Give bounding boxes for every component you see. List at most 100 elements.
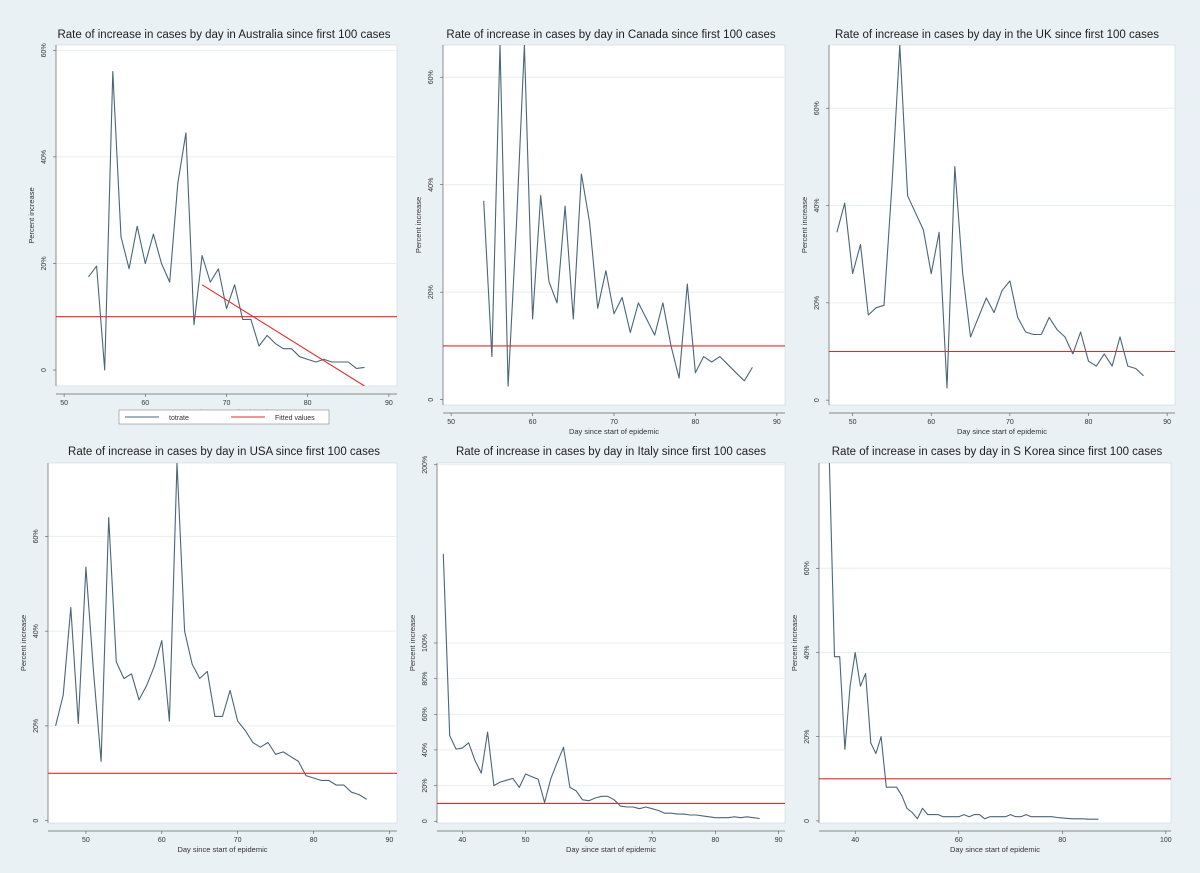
y-tick-label: 80% xyxy=(422,672,429,686)
y-tick-label: 60% xyxy=(41,43,48,57)
y-tick-label: 20% xyxy=(804,730,811,744)
chart-title: Rate of increase in cases by day in Cana… xyxy=(446,29,775,41)
y-tick-label: 0 xyxy=(422,819,429,823)
y-tick-label: 40% xyxy=(422,743,429,757)
x-tick-label: 60 xyxy=(927,419,935,426)
x-axis-title: Day since start of epidemic xyxy=(950,845,1040,854)
series-line-totrate xyxy=(442,553,760,820)
chart-title: Rate of increase in cases by day in the … xyxy=(835,29,1159,41)
x-axis-title: Day since start of epidemic xyxy=(566,845,656,854)
legend: totrate Fitted values xyxy=(118,409,330,425)
series-line-totrate xyxy=(55,463,367,800)
plot-marks xyxy=(437,553,785,820)
x-tick-label: 80 xyxy=(310,837,318,844)
y-tick-label: 40% xyxy=(804,645,811,659)
y-tick-label: 40% xyxy=(814,199,821,213)
y-tick-label: 60% xyxy=(428,70,435,84)
x-tick-label: 70 xyxy=(234,837,242,844)
x-tick-label: 60 xyxy=(141,400,149,407)
y-tick-label: 60% xyxy=(422,707,429,721)
chart-canada: Rate of increase in cases by day in Cana… xyxy=(414,29,786,436)
x-tick-label: 100 xyxy=(1160,837,1172,844)
y-tick-label: 60% xyxy=(814,101,821,115)
y-tick-label: 40% xyxy=(41,150,48,164)
chart-skorea: Rate of increase in cases by day in S Ko… xyxy=(790,446,1172,854)
y-tick-label: 0 xyxy=(804,819,811,823)
plot-marks xyxy=(56,71,397,386)
series-line-totrate xyxy=(828,463,1099,820)
y-tick-label: 0 xyxy=(814,398,821,402)
x-tick-label: 50 xyxy=(82,837,90,844)
x-tick-label: 50 xyxy=(522,837,530,844)
y-axis-title: Percent increase xyxy=(414,197,423,253)
chart-italy: Rate of increase in cases by day in Ital… xyxy=(408,446,786,854)
y-tick-label: 20% xyxy=(422,779,429,793)
y-tick-label: 60% xyxy=(804,561,811,575)
x-tick-label: 50 xyxy=(849,419,857,426)
x-tick-label: 70 xyxy=(648,837,656,844)
x-tick-label: 80 xyxy=(304,400,312,407)
x-tick-label: 80 xyxy=(1085,419,1093,426)
series-line-totrate xyxy=(836,45,1144,389)
chart-title: Rate of increase in cases by day in S Ko… xyxy=(832,446,1163,458)
y-axis-title: Percent increase xyxy=(800,197,809,253)
plot-area xyxy=(818,462,1172,824)
y-tick-label: 20% xyxy=(33,719,40,733)
y-tick-label: 200% xyxy=(422,456,429,474)
chart-australia: Rate of increase in cases by day in Aust… xyxy=(27,29,398,425)
series-line-fitted xyxy=(201,284,365,386)
y-tick-label: 20% xyxy=(428,285,435,299)
legend-box xyxy=(118,409,330,425)
y-tick-label: 40% xyxy=(428,178,435,192)
y-axis-title: Percent increase xyxy=(27,187,36,243)
x-tick-label: 80 xyxy=(692,419,700,426)
x-tick-label: 70 xyxy=(1006,419,1014,426)
x-tick-label: 80 xyxy=(712,837,720,844)
plot-area xyxy=(442,44,786,406)
y-axis-title: Percent increase xyxy=(790,615,799,671)
x-axis-title: Day since start of epidemic xyxy=(177,845,267,854)
y-tick-label: 0 xyxy=(33,819,40,823)
y-tick-label: 0 xyxy=(41,368,48,372)
x-tick-label: 60 xyxy=(955,837,963,844)
chart-title: Rate of increase in cases by day in USA … xyxy=(68,446,380,458)
y-axis-title: Percent increase xyxy=(19,615,28,671)
y-tick-label: 40% xyxy=(33,624,40,638)
plot-marks xyxy=(48,463,397,800)
x-tick-label: 90 xyxy=(385,400,393,407)
chart-uk: Rate of increase in cases by day in the … xyxy=(800,29,1176,436)
plot-area xyxy=(47,462,398,824)
y-axis-title: Percent increase xyxy=(408,615,417,671)
x-axis-title: Day since start of epidemic xyxy=(569,427,659,436)
x-tick-label: 50 xyxy=(60,400,68,407)
x-tick-label: 60 xyxy=(158,837,166,844)
chart-title: Rate of increase in cases by day in Aust… xyxy=(57,29,390,41)
x-tick-label: 60 xyxy=(585,837,593,844)
x-tick-label: 70 xyxy=(610,419,618,426)
plot-marks xyxy=(819,463,1171,820)
series-line-totrate xyxy=(483,45,753,387)
x-tick-label: 90 xyxy=(773,419,781,426)
x-tick-label: 70 xyxy=(223,400,231,407)
x-tick-label: 60 xyxy=(529,419,537,426)
x-tick-label: 90 xyxy=(775,837,783,844)
y-tick-label: 0 xyxy=(428,398,435,402)
plot-marks xyxy=(443,45,785,387)
x-tick-label: 80 xyxy=(1058,837,1066,844)
x-tick-label: 40 xyxy=(851,837,859,844)
y-tick-label: 100% xyxy=(422,634,429,652)
legend-label-totrate: totrate xyxy=(169,415,189,422)
y-tick-label: 20% xyxy=(41,256,48,270)
y-tick-label: 20% xyxy=(814,296,821,310)
x-tick-label: 90 xyxy=(386,837,394,844)
legend-label-fitted: Fitted values xyxy=(275,415,315,422)
y-tick-label: 60% xyxy=(33,529,40,543)
plot-marks xyxy=(829,45,1175,389)
chart-usa: Rate of increase in cases by day in USA … xyxy=(19,446,398,854)
x-tick-label: 90 xyxy=(1163,419,1171,426)
chart-title: Rate of increase in cases by day in Ital… xyxy=(456,446,766,458)
x-tick-label: 50 xyxy=(447,419,455,426)
plot-area xyxy=(55,44,398,387)
series-line-totrate xyxy=(88,71,365,371)
